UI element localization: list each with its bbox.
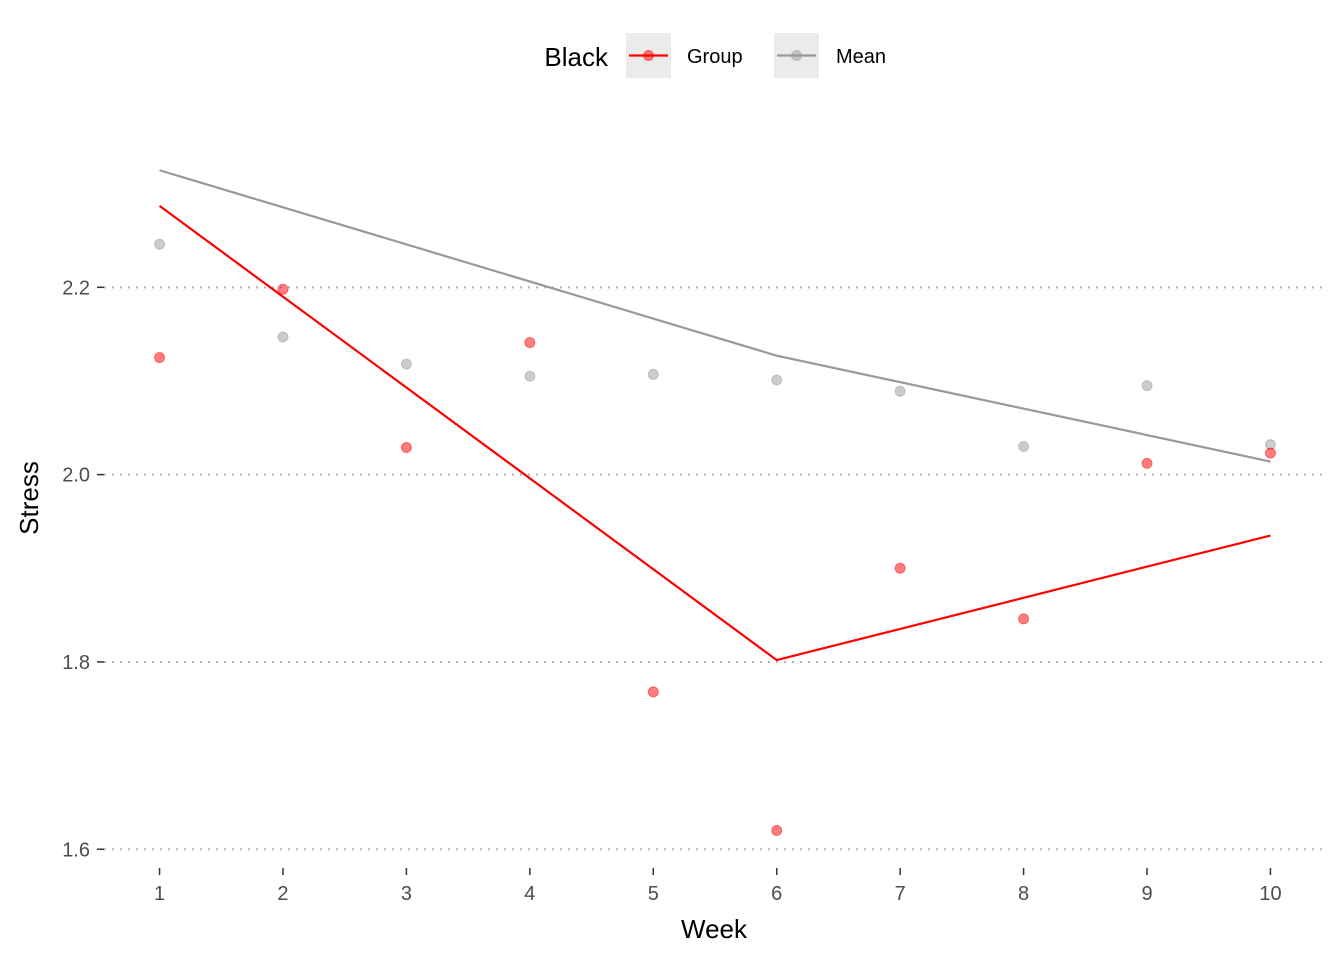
- point-group: [524, 337, 536, 349]
- point-mean: [154, 238, 166, 250]
- legend-key-group-point: [643, 50, 654, 61]
- point-mean: [647, 368, 659, 380]
- axes: 1.6 1.8 2.0 2.2 1 2 3 4 5 6 7 8 9 10: [62, 277, 1281, 905]
- x-tick-label: 5: [648, 883, 659, 905]
- point-group: [771, 825, 783, 837]
- x-tick-label: 1: [154, 883, 165, 905]
- point-group: [1018, 613, 1030, 625]
- trend-line-mean: [159, 169, 1271, 463]
- point-group: [154, 352, 166, 364]
- legend-item-group: Group: [626, 33, 743, 78]
- x-tick-label: 7: [895, 883, 906, 905]
- x-tick-label: 10: [1259, 883, 1281, 905]
- point-mean: [524, 370, 536, 382]
- legend-label-mean: Mean: [836, 46, 886, 68]
- x-axis-title: Week: [681, 914, 748, 944]
- point-group: [1141, 457, 1153, 469]
- x-tick-label: 2: [277, 883, 288, 905]
- point-mean: [1141, 380, 1153, 392]
- y-tick-label: 1.6: [62, 839, 90, 861]
- y-tick-label: 2.0: [62, 465, 90, 487]
- x-tick-label: 8: [1018, 883, 1029, 905]
- trend-line-group: [158, 204, 1271, 662]
- point-mean: [277, 331, 289, 343]
- point-mean: [771, 374, 783, 386]
- x-tick-label: 9: [1141, 883, 1152, 905]
- point-mean: [400, 358, 412, 370]
- legend-item-mean: Mean: [774, 33, 886, 78]
- legend-label-group: Group: [687, 46, 743, 68]
- point-mean: [1018, 441, 1030, 453]
- point-group: [894, 562, 906, 574]
- point-group: [1264, 447, 1276, 459]
- legend: Black Group Mean: [544, 33, 886, 78]
- x-tick-label: 3: [401, 883, 412, 905]
- point-group: [647, 686, 659, 698]
- y-tick-label: 2.2: [62, 277, 90, 299]
- y-axis-title: Stress: [14, 461, 44, 535]
- point-group: [277, 283, 289, 295]
- point-mean: [894, 385, 906, 397]
- point-group: [400, 441, 412, 453]
- legend-title: Black: [544, 42, 609, 72]
- trend-lines: [158, 169, 1271, 662]
- legend-key-mean-point: [791, 50, 802, 61]
- data-points: [154, 238, 1276, 837]
- x-tick-label: 4: [524, 883, 535, 905]
- y-tick-label: 1.8: [62, 652, 90, 674]
- x-tick-label: 6: [771, 883, 782, 905]
